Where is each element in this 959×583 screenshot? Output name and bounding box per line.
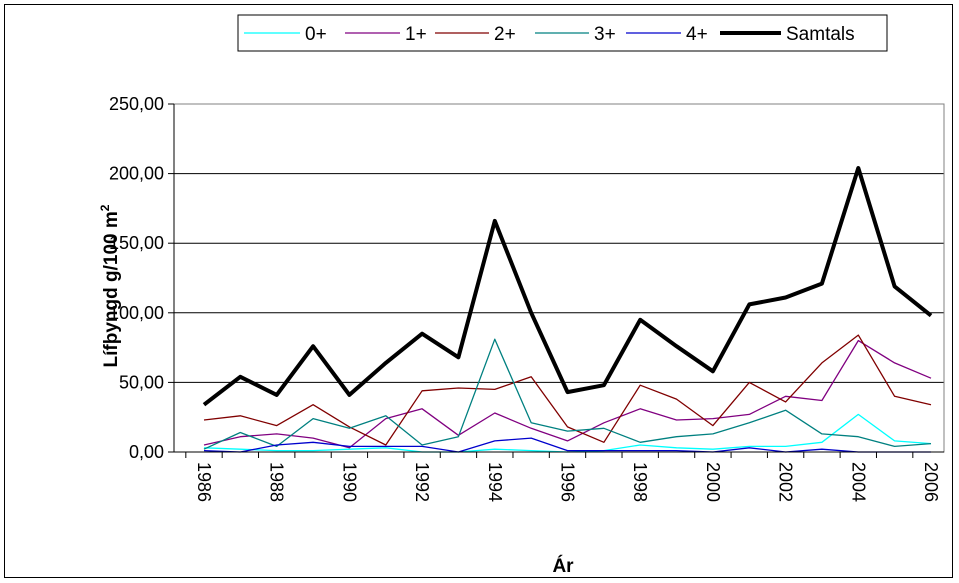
chart-frame — [4, 4, 953, 578]
x-tick-label: 2004 — [848, 462, 868, 502]
legend-label: 1+ — [405, 24, 427, 45]
y-tick-label: 250,00 — [109, 94, 164, 114]
series-line-samtals — [202, 166, 933, 407]
y-axis-title: Lífþyngd g/100 m2 — [98, 204, 122, 367]
legend-label: 0+ — [305, 24, 327, 45]
y-tick-label: 150,00 — [109, 233, 164, 253]
axes — [168, 103, 944, 458]
x-tick-label: 1994 — [485, 462, 505, 502]
x-tick-label: 1990 — [339, 462, 359, 502]
x-tick-label: 1986 — [194, 462, 214, 502]
plot-area-border — [173, 103, 945, 453]
x-tick-label: 2006 — [921, 462, 941, 502]
legend-label: 2+ — [494, 24, 516, 45]
legend-label: 3+ — [594, 24, 616, 45]
x-tick-label: 1992 — [412, 462, 432, 502]
series-line-2plus — [203, 334, 932, 446]
x-tick-label: 1998 — [630, 462, 650, 502]
legend: 0+ 1+ 2+ 3+ 4+ Samtals — [237, 14, 888, 52]
series-lines — [202, 166, 933, 453]
series-line-1plus — [203, 339, 932, 449]
y-tick-label: 0,00 — [129, 442, 164, 462]
y-axis-title-text: Lífþyngd g/100 m — [101, 211, 122, 367]
y-tick-labels: 0,00 50,00 100,00 150,00 200,00 250,00 — [109, 94, 164, 462]
x-tick-labels: 1986 1988 1990 1992 1994 1996 1998 2000 2002 2004… — [194, 462, 941, 502]
y-tick-label: 100,00 — [109, 303, 164, 323]
gridlines — [174, 103, 944, 383]
y-axis-title-superscript: 2 — [98, 204, 112, 211]
legend-label: Samtals — [786, 24, 855, 45]
series-line-3plus — [203, 338, 932, 450]
x-tick-label: 2000 — [703, 462, 723, 502]
x-tick-label: 1988 — [267, 462, 287, 502]
x-tick-label: 1996 — [558, 462, 578, 502]
series-line-4plus — [203, 437, 931, 453]
y-tick-label: 200,00 — [109, 164, 164, 184]
legend-label: 4+ — [686, 24, 708, 45]
x-tick-label: 2002 — [776, 462, 796, 502]
x-axis-title: Ár — [552, 555, 574, 577]
y-tick-label: 50,00 — [119, 372, 164, 392]
